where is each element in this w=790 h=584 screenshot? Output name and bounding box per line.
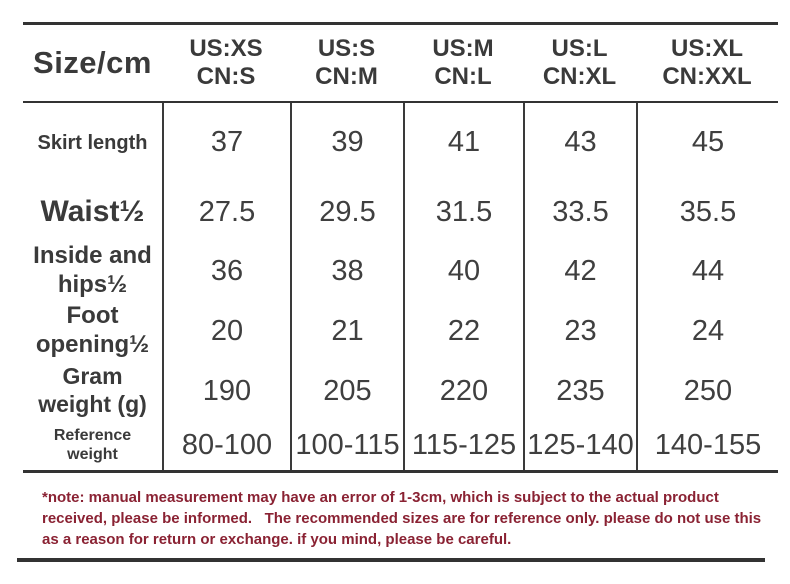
- header-size-column-m: US:M CN:L: [403, 35, 523, 92]
- table-cell: 80-100: [162, 420, 290, 470]
- cn-size-label: CN:XXL: [662, 63, 752, 90]
- table-cell: 190: [162, 362, 290, 420]
- table-top-rule: [23, 22, 778, 25]
- table-body: Skirt length 37 39 41 43 45 Waist½ 27.5 …: [23, 103, 778, 470]
- cn-size-label: CN:XL: [542, 63, 617, 90]
- header-size-column-xl: US:XL CN:XXL: [636, 35, 778, 92]
- corner-label: Size/cm: [33, 45, 152, 80]
- table-cell: 38: [290, 242, 403, 300]
- table-cell: 39: [290, 103, 403, 182]
- table-cell: 35.5: [636, 182, 778, 242]
- table-cell: 220: [403, 362, 523, 420]
- row-label-gram-weight: Gram weight (g): [38, 363, 147, 417]
- table-cell: 41: [403, 103, 523, 182]
- footer-rule: [17, 558, 765, 562]
- table-bottom-rule: [23, 470, 778, 473]
- table-cell: 43: [523, 103, 636, 182]
- row-label-skirt-length: Skirt length: [37, 131, 148, 154]
- table-cell: 100-115: [290, 420, 403, 470]
- table-cell: 33.5: [523, 182, 636, 242]
- table-cell: 24: [636, 300, 778, 362]
- table-cell: 27.5: [162, 182, 290, 242]
- us-size-label: US:M: [432, 34, 494, 62]
- us-size-label: US:S: [317, 34, 376, 62]
- table-cell: 22: [403, 300, 523, 362]
- table-cell: 44: [636, 242, 778, 300]
- row-label-inside-hips: Inside and hips½: [33, 242, 152, 298]
- table-header-row: Size/cm US:XS CN:S US:S CN:M US:M CN:L U…: [23, 25, 778, 101]
- header-size-column-xs: US:XS CN:S: [162, 35, 290, 92]
- table-cell: 45: [636, 103, 778, 182]
- row-label-foot-opening: Foot opening½: [35, 302, 150, 358]
- table-cell: 42: [523, 242, 636, 300]
- table-cell: 250: [636, 362, 778, 420]
- table-cell: 235: [523, 362, 636, 420]
- table-cell: 20: [162, 300, 290, 362]
- table-cell: 23: [523, 300, 636, 362]
- table-cell: 37: [162, 103, 290, 182]
- cn-size-label: CN:S: [196, 63, 256, 90]
- cn-size-label: CN:L: [434, 63, 492, 90]
- row-label-reference-weight: Reference weight: [53, 426, 132, 463]
- cn-size-label: CN:M: [315, 63, 378, 90]
- table-cell: 115-125: [403, 420, 523, 470]
- measurement-note: *note: manual measurement may have an er…: [42, 489, 766, 548]
- us-size-label: US:XS: [189, 34, 263, 62]
- table-cell: 40: [403, 242, 523, 300]
- header-size-column-s: US:S CN:M: [290, 35, 403, 92]
- table-cell: 125-140: [523, 420, 636, 470]
- table-cell: 36: [162, 242, 290, 300]
- table-cell: 21: [290, 300, 403, 362]
- us-size-label: US:XL: [671, 34, 743, 62]
- us-size-label: US:L: [551, 34, 608, 62]
- table-cell: 31.5: [403, 182, 523, 242]
- table-cell: 29.5: [290, 182, 403, 242]
- header-divider-rule: [23, 101, 778, 103]
- header-size-column-l: US:L CN:XL: [523, 35, 636, 92]
- table-cell: 140-155: [636, 420, 778, 470]
- size-table: Size/cm US:XS CN:S US:S CN:M US:M CN:L U…: [23, 22, 778, 473]
- row-label-waist: Waist½: [40, 195, 145, 228]
- table-cell: 205: [290, 362, 403, 420]
